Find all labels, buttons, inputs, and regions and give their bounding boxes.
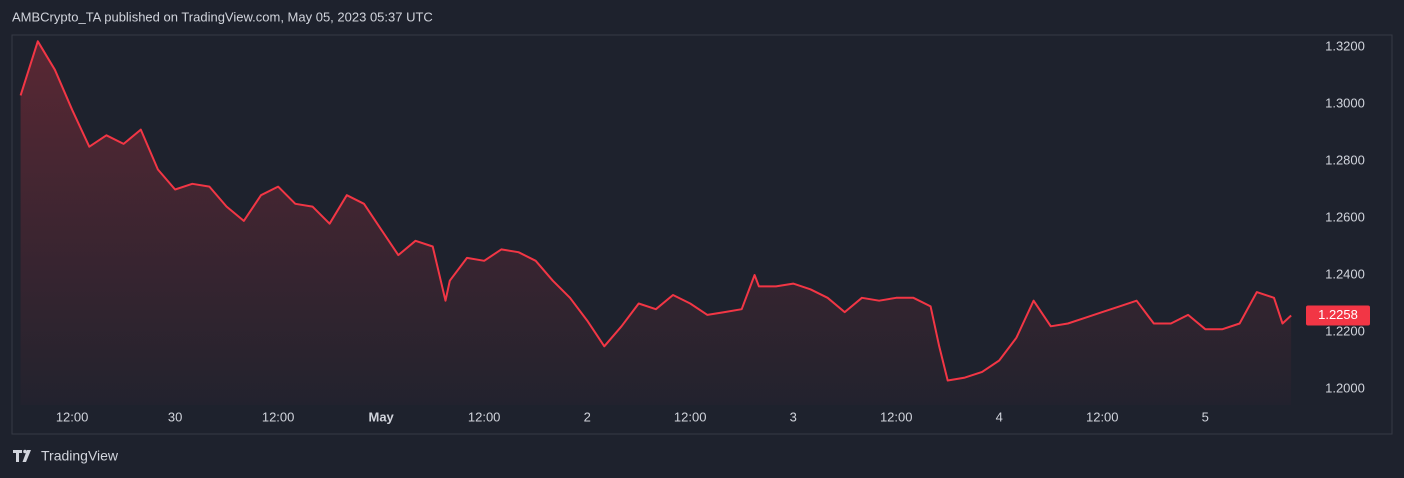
x-tick-label: 4 <box>996 409 1003 424</box>
chart-title: AMBCrypto_TA published on TradingView.co… <box>12 9 433 24</box>
y-tick-label: 1.2400 <box>1325 266 1365 281</box>
area-fill <box>20 41 1292 406</box>
x-tick-label: 12:00 <box>262 409 295 424</box>
brand-name: TradingView <box>41 448 119 464</box>
x-tick-label: 3 <box>790 409 797 424</box>
brand-logo <box>13 449 31 462</box>
x-tick-label: 12:00 <box>468 409 501 424</box>
price-line <box>19 40 1292 382</box>
x-tick-label: May <box>368 409 394 424</box>
x-tick-label: 2 <box>584 409 591 424</box>
x-tick-label: 30 <box>168 409 182 424</box>
y-tick-label: 1.2200 <box>1325 323 1365 338</box>
x-tick-label: 12:00 <box>56 409 89 424</box>
x-tick-label: 12:00 <box>880 409 913 424</box>
y-tick-label: 1.3000 <box>1325 95 1365 110</box>
last-price-label: 1.2258 <box>1318 307 1358 322</box>
x-tick-label: 12:00 <box>674 409 707 424</box>
y-tick-label: 1.3200 <box>1325 38 1365 53</box>
x-tick-label: 5 <box>1202 409 1209 424</box>
y-tick-label: 1.2800 <box>1325 152 1365 167</box>
x-tick-label: 12:00 <box>1086 409 1119 424</box>
y-tick-label: 1.2000 <box>1325 380 1365 395</box>
plot-frame <box>11 34 1393 435</box>
last-price-tag <box>1306 305 1370 326</box>
y-tick-label: 1.2600 <box>1325 209 1365 224</box>
